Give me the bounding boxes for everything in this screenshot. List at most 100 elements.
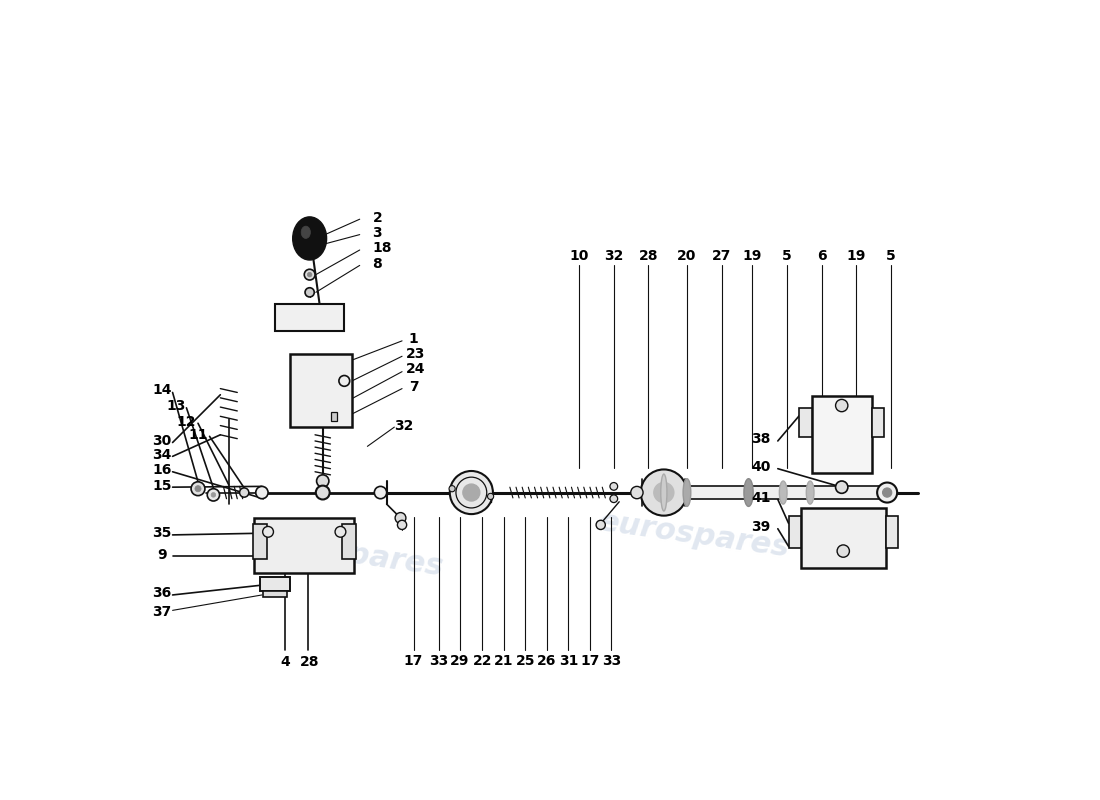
- Circle shape: [449, 486, 455, 492]
- Bar: [342, 524, 356, 558]
- Text: 1: 1: [409, 331, 418, 346]
- Text: 10: 10: [570, 249, 589, 263]
- Text: 15: 15: [152, 478, 172, 493]
- Text: 7: 7: [409, 380, 418, 394]
- Text: 16: 16: [152, 463, 172, 478]
- Circle shape: [395, 513, 406, 523]
- Circle shape: [630, 486, 644, 498]
- Circle shape: [316, 486, 330, 499]
- Text: 14: 14: [152, 383, 172, 397]
- Ellipse shape: [301, 226, 310, 238]
- Text: 27: 27: [712, 249, 732, 263]
- Text: 6: 6: [817, 249, 826, 263]
- Text: 13: 13: [166, 399, 186, 414]
- Bar: [686, 486, 888, 499]
- Text: 34: 34: [152, 448, 172, 462]
- Bar: [331, 412, 338, 421]
- Ellipse shape: [293, 217, 327, 260]
- Text: 5: 5: [782, 249, 792, 263]
- Text: eurospares: eurospares: [251, 526, 446, 582]
- Bar: [253, 524, 266, 558]
- Bar: [254, 518, 354, 574]
- Text: 33: 33: [602, 654, 621, 668]
- Circle shape: [397, 520, 407, 530]
- Text: 39: 39: [751, 520, 770, 534]
- Ellipse shape: [779, 481, 788, 504]
- Circle shape: [487, 494, 494, 499]
- Text: 5: 5: [887, 249, 895, 263]
- Text: 28: 28: [639, 249, 658, 263]
- Text: 36: 36: [152, 586, 172, 601]
- Text: 19: 19: [847, 249, 866, 263]
- Text: eurospares: eurospares: [597, 507, 792, 562]
- Text: 18: 18: [372, 242, 392, 255]
- Circle shape: [836, 481, 848, 494]
- Circle shape: [336, 526, 345, 538]
- Text: 32: 32: [604, 249, 624, 263]
- Circle shape: [640, 470, 686, 516]
- Text: 23: 23: [406, 347, 426, 361]
- Text: 33: 33: [429, 654, 449, 668]
- Circle shape: [339, 375, 350, 386]
- Circle shape: [305, 270, 315, 280]
- Circle shape: [263, 526, 274, 538]
- Text: 25: 25: [516, 654, 535, 668]
- Text: 19: 19: [742, 249, 762, 263]
- Circle shape: [463, 484, 480, 501]
- Text: 30: 30: [152, 434, 172, 448]
- Text: 12: 12: [177, 414, 196, 429]
- Bar: [275, 304, 344, 331]
- Bar: [260, 578, 290, 591]
- Text: 3: 3: [373, 226, 382, 240]
- Circle shape: [374, 486, 387, 498]
- Text: 35: 35: [152, 526, 172, 540]
- Circle shape: [207, 489, 220, 501]
- Circle shape: [195, 486, 201, 492]
- Circle shape: [305, 288, 315, 297]
- Text: 22: 22: [472, 654, 492, 668]
- Text: 41: 41: [751, 491, 771, 505]
- Circle shape: [837, 545, 849, 558]
- Text: 37: 37: [152, 605, 172, 619]
- Circle shape: [307, 272, 312, 277]
- Text: 4: 4: [280, 655, 290, 669]
- Ellipse shape: [661, 474, 667, 511]
- Text: 21: 21: [494, 654, 514, 668]
- Circle shape: [609, 482, 618, 490]
- Text: 9: 9: [157, 548, 166, 562]
- Bar: [801, 508, 886, 568]
- Circle shape: [211, 493, 216, 497]
- Circle shape: [255, 486, 268, 498]
- Circle shape: [596, 520, 605, 530]
- Bar: [871, 408, 884, 437]
- Circle shape: [836, 399, 848, 412]
- Text: 31: 31: [559, 654, 579, 668]
- Circle shape: [882, 488, 892, 497]
- Circle shape: [609, 495, 618, 502]
- Bar: [800, 408, 812, 437]
- Circle shape: [877, 482, 898, 502]
- Circle shape: [191, 482, 205, 496]
- Text: 28: 28: [300, 655, 319, 669]
- Bar: [886, 516, 898, 548]
- Text: 38: 38: [751, 433, 771, 446]
- Bar: [789, 516, 801, 548]
- Circle shape: [450, 471, 493, 514]
- Ellipse shape: [683, 478, 691, 506]
- Text: 2: 2: [373, 210, 383, 225]
- Text: 8: 8: [373, 257, 383, 271]
- Text: 11: 11: [188, 428, 208, 442]
- Ellipse shape: [806, 481, 814, 504]
- Circle shape: [317, 475, 329, 487]
- Text: 17: 17: [404, 654, 424, 668]
- Text: 26: 26: [537, 654, 557, 668]
- Text: 40: 40: [751, 460, 771, 474]
- Ellipse shape: [744, 478, 754, 506]
- Text: 24: 24: [406, 362, 426, 376]
- Bar: [290, 354, 352, 427]
- Circle shape: [240, 488, 249, 497]
- Bar: [812, 396, 871, 474]
- Text: 17: 17: [580, 654, 600, 668]
- Text: 32: 32: [394, 418, 414, 433]
- Bar: [264, 591, 286, 598]
